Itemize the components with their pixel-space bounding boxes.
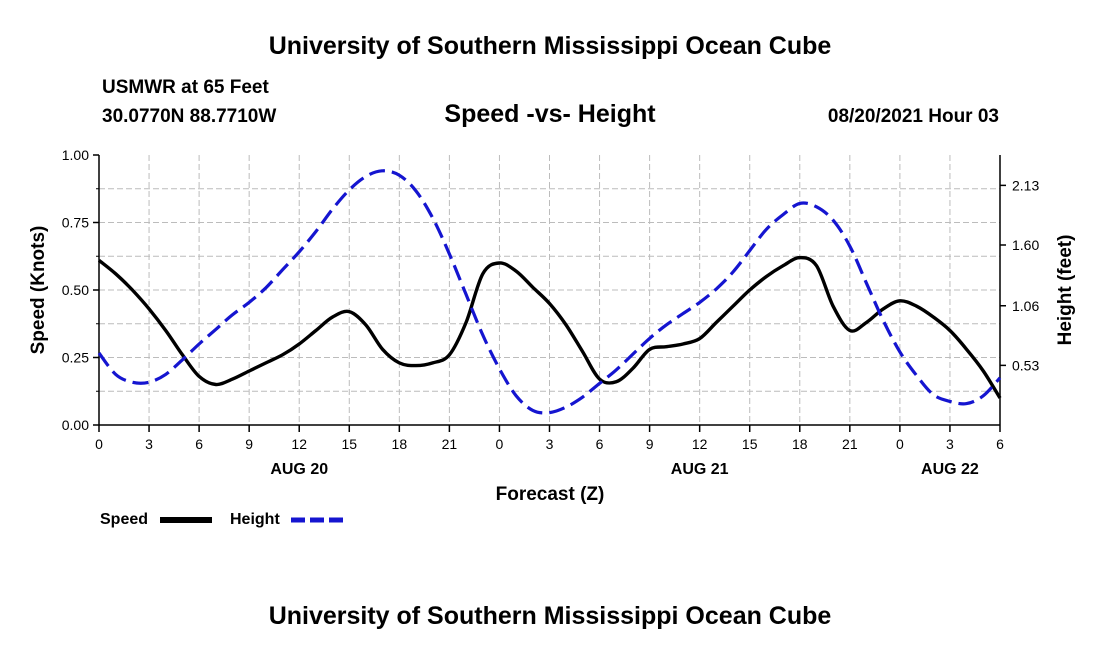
date-label: AUG 22 [921, 461, 979, 478]
date-label: AUG 21 [671, 461, 729, 478]
axes: 0.00 0.25 0.50 0.75 1.00 0.53 1.06 1.60 2.13 0 3 6 9… [62, 147, 1040, 478]
x-tick-label: 0 [896, 436, 904, 452]
x-tick-label: 18 [792, 436, 808, 452]
x-tick-label: 6 [996, 436, 1004, 452]
x-tick-label: 15 [341, 436, 357, 452]
y-axis-label-right: Height (feet) [1055, 235, 1076, 346]
left-tick-label: 0.25 [62, 350, 89, 366]
x-tick-label: 15 [742, 436, 758, 452]
series-line-speed [97, 255, 1002, 399]
right-tick-label: 0.53 [1012, 357, 1039, 373]
x-axis-label: Forecast (Z) [496, 484, 605, 505]
right-tick-label: 1.06 [1012, 298, 1039, 314]
x-tick-label: 3 [946, 436, 954, 452]
x-tick-label: 3 [546, 436, 554, 452]
location-label: 30.0770N 88.7710W [102, 106, 277, 127]
timestamp-label: 08/20/2021 Hour 03 [827, 106, 999, 127]
x-tick-label: 0 [95, 436, 103, 452]
x-tick-label: 9 [245, 436, 253, 452]
legend-speed-label: Speed [100, 511, 148, 528]
y-axis-label-left: Speed (Knots) [28, 226, 49, 355]
left-tick-label: 0.00 [62, 417, 89, 433]
x-tick-label: 3 [145, 436, 153, 452]
x-tick-label: 18 [392, 436, 408, 452]
x-tick-label: 9 [646, 436, 654, 452]
date-label: AUG 20 [270, 461, 328, 478]
station-label: USMWR at 65 Feet [102, 77, 269, 98]
chart-title: Speed -vs- Height [444, 100, 656, 128]
bottom-title: University of Southern Mississippi Ocean… [268, 602, 832, 630]
x-tick-label: 0 [496, 436, 504, 452]
left-tick-label: 0.75 [62, 215, 89, 231]
legend: Speed Height [100, 511, 343, 528]
left-tick-label: 1.00 [62, 147, 89, 163]
right-tick-label: 1.60 [1012, 237, 1039, 253]
x-tick-label: 12 [291, 436, 307, 452]
x-tick-label: 21 [442, 436, 458, 452]
left-tick-label: 0.50 [62, 282, 89, 298]
series-layer [97, 169, 1002, 415]
x-tick-label: 12 [692, 436, 708, 452]
grid-lines [99, 155, 1000, 425]
x-tick-label: 6 [195, 436, 203, 452]
top-title: University of Southern Mississippi Ocean… [268, 32, 832, 60]
x-tick-label: 21 [842, 436, 858, 452]
x-tick-label: 6 [596, 436, 604, 452]
legend-height-label: Height [230, 511, 280, 528]
series-line-height [97, 169, 1002, 415]
right-tick-label: 2.13 [1012, 177, 1039, 193]
